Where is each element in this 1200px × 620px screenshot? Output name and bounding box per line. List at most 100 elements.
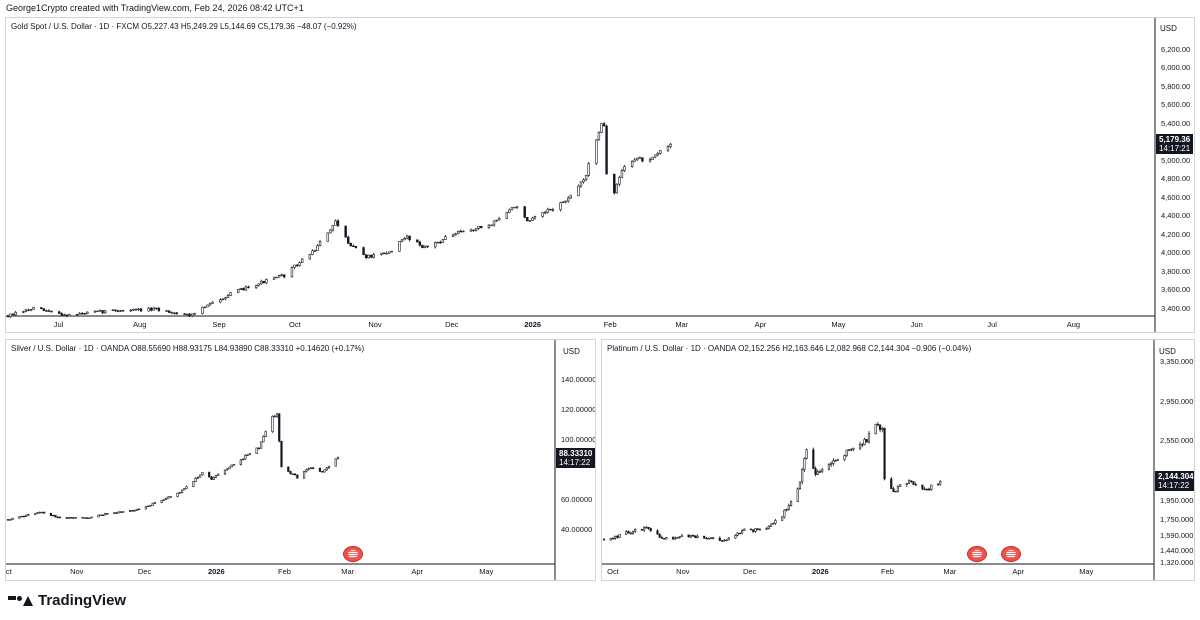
gold-candle [237,289,240,293]
platinum-candle [830,461,833,468]
gold-candle-body [347,236,350,244]
silver-candle-body [178,492,181,494]
gold-candle [316,244,319,252]
silver-candle [255,447,258,454]
platinum-candle [663,538,666,540]
tradingview-brand[interactable]: TradingView [8,592,126,609]
gold-candle [318,239,322,247]
gold-candles[interactable] [6,18,1194,332]
gold-candle [495,219,498,222]
platinum-candle [616,535,619,539]
silver-candle [201,471,204,476]
silver-candle-body [303,471,306,479]
platinum-currency-label[interactable]: USD [1159,347,1176,356]
gold-candle-body [457,230,460,235]
silver-candle [86,517,89,519]
platinum-candles[interactable] [602,340,1194,580]
silver-time-tick: Feb [278,567,291,576]
us-economic-event-icon[interactable] [1001,546,1021,562]
us-economic-event-icon[interactable] [967,546,987,562]
silver-candle [115,512,118,514]
platinum-chart-panel[interactable]: Platinum / U.S. Dollar · 1D · OANDA O2,1… [601,339,1195,581]
platinum-candle-body [865,439,868,443]
silver-candle [106,513,109,515]
gold-candle-body [203,306,207,309]
silver-candle-body [296,474,299,479]
gold-candle-body [86,311,89,314]
gold-candle-body [582,179,585,183]
silver-candle [336,456,340,460]
silver-candle [241,458,245,461]
gold-candle-body [116,310,120,312]
platinum-candle-body [765,528,768,530]
platinum-candle [805,448,808,460]
gold-candle [543,210,547,215]
gold-candle [157,306,161,312]
gold-candle-body [666,146,670,151]
platinum-candle-body [905,483,908,485]
platinum-candle-body [645,527,648,529]
silver-ohlc-readout: O88.55690 H88.93175 L84.93890 C88.33310 … [131,344,365,353]
platinum-candle-body [769,523,773,527]
gold-currency-label[interactable]: USD [1160,24,1177,33]
platinum-candle [656,529,659,535]
silver-candle [65,517,68,519]
gold-candle-body [426,245,429,248]
gold-candle-body [247,286,250,289]
silver-candle-body [97,514,100,518]
gold-candle [42,308,46,311]
silver-candle [289,470,292,475]
platinum-price-tick: 2,550.000 [1160,436,1194,446]
gold-candle-body [648,159,652,162]
gold-candle [188,312,191,318]
platinum-candle-body [774,520,777,524]
silver-candle-body [336,457,340,460]
gold-candle [433,241,437,249]
gold-candle [436,241,439,244]
platinum-candle [727,536,730,541]
gold-candle-body [600,123,603,133]
gold-candle [597,131,601,141]
platinum-candle-body [743,528,746,531]
platinum-candle [787,503,790,511]
gold-candle [155,307,158,310]
gold-candle-body [382,252,386,255]
gold-price-tick: 3,400.00 [1161,303,1191,313]
silver-chart-panel[interactable]: Silver / U.S. Dollar · 1D · OANDA O88.55… [5,339,596,581]
gold-candle [247,285,250,289]
silver-candles[interactable] [6,340,595,580]
platinum-candle-body [936,483,940,486]
gold-time-tick: Jun [910,320,923,329]
platinum-candle [758,527,761,531]
gold-candle-body [408,235,411,241]
silver-candle-body [309,467,312,469]
us-economic-event-icon[interactable] [343,546,363,562]
platinum-candle-body [858,444,862,449]
gold-candle [290,266,294,278]
platinum-candle-body [816,471,819,475]
silver-candle [162,499,166,501]
gold-candle [229,292,232,297]
silver-candle-body [241,458,245,461]
gold-candle-body [528,220,532,222]
platinum-candle [689,535,692,539]
silver-candle [165,497,168,500]
silver-currency-label[interactable]: USD [563,347,580,356]
platinum-candle-body [749,528,753,531]
gold-candle-body [9,313,12,317]
platinum-candle [687,534,690,538]
gold-candle-body [104,310,107,314]
gold-candle-body [78,312,81,315]
gold-candle [559,201,562,212]
platinum-candle-body [665,537,668,540]
gold-chart-panel[interactable]: Gold Spot / U.S. Dollar · 1D · FXCM O5,2… [5,17,1195,333]
gold-candle-body [206,304,209,308]
platinum-candle [896,485,900,493]
gold-candle [208,302,212,306]
silver-candle-body [113,512,116,514]
platinum-candle-body [814,468,817,475]
platinum-candle [631,530,635,535]
gold-candle-body [523,206,526,218]
gold-candle-body [472,229,475,232]
platinum-candle [936,483,940,486]
